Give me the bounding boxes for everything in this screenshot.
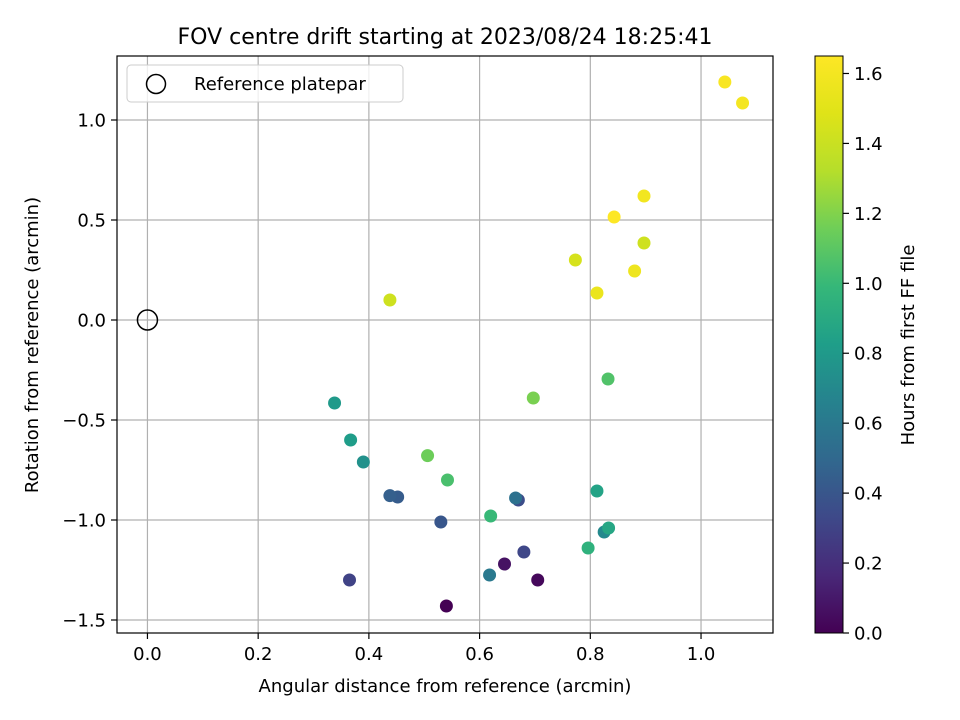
data-point xyxy=(344,433,358,447)
colorbar-tick-label: 1.4 xyxy=(854,134,883,155)
y-tick-label: 0.0 xyxy=(77,311,106,332)
plot-frame xyxy=(116,55,774,634)
x-axis-ticks: 0.0 0.2 0.4 0.6 0.8 1.0 xyxy=(133,633,715,665)
data-point xyxy=(383,489,397,503)
data-point xyxy=(498,557,512,571)
colorbar: 0.0 0.2 0.4 0.6 0.8 1.0 1.2 1.4 1.6 Hours from f… xyxy=(814,55,919,645)
colorbar-tick-label: 1.6 xyxy=(854,64,883,85)
x-axis-label: Angular distance from reference (arcmin) xyxy=(259,676,632,697)
x-tick-label: 1.0 xyxy=(687,644,716,665)
data-point xyxy=(343,573,357,587)
y-tick-label: −1.5 xyxy=(62,611,106,632)
data-point xyxy=(421,449,435,463)
data-point xyxy=(637,236,651,250)
x-tick-label: 0.6 xyxy=(465,644,494,665)
data-point xyxy=(581,541,595,555)
x-tick-label: 0.8 xyxy=(576,644,605,665)
data-point xyxy=(568,253,582,267)
data-point xyxy=(607,210,621,224)
data-point xyxy=(439,599,453,613)
colorbar-tick-label: 0.6 xyxy=(854,414,883,435)
y-tick-label: −1.0 xyxy=(62,511,106,532)
x-tick-label: 0.0 xyxy=(133,644,162,665)
data-point xyxy=(517,545,531,559)
y-tick-label: 0.5 xyxy=(77,211,106,232)
data-point xyxy=(509,491,523,505)
y-tick-label: −0.5 xyxy=(62,411,106,432)
grid-lines xyxy=(117,56,773,633)
colorbar-tick-label: 0.0 xyxy=(854,624,883,645)
data-point xyxy=(356,455,370,469)
legend-box xyxy=(126,64,404,103)
y-tick-label: 1.0 xyxy=(77,111,106,132)
data-point xyxy=(440,473,454,487)
data-point xyxy=(526,391,540,405)
legend-label-reference: Reference platepar xyxy=(194,74,366,95)
data-point xyxy=(637,189,651,203)
data-point xyxy=(484,509,498,523)
legend: Reference platepar xyxy=(126,64,404,103)
data-point xyxy=(602,521,616,535)
data-points xyxy=(136,75,750,613)
x-tick-label: 0.4 xyxy=(355,644,384,665)
data-point xyxy=(383,293,397,307)
chart-title: FOV centre drift starting at 2023/08/24 … xyxy=(178,25,713,50)
legend-marker-reference xyxy=(145,73,167,95)
y-axis-ticks: −1.5 −1.0 −0.5 0.0 0.5 1.0 xyxy=(62,111,117,632)
data-point xyxy=(590,286,604,300)
colorbar-tick-label: 1.0 xyxy=(854,274,883,295)
data-point xyxy=(434,515,448,529)
data-point xyxy=(628,264,642,278)
x-tick-label: 0.2 xyxy=(244,644,273,665)
data-point xyxy=(590,484,604,498)
colorbar-tick-label: 0.8 xyxy=(854,344,883,365)
data-point xyxy=(531,573,545,587)
colorbar-tick-label: 0.2 xyxy=(854,554,883,575)
reference-platepar-marker xyxy=(136,309,159,331)
data-point xyxy=(601,372,615,386)
colorbar-tick-label: 1.2 xyxy=(854,204,883,225)
colorbar-tick-label: 0.4 xyxy=(854,484,883,505)
data-point xyxy=(328,396,342,410)
data-point xyxy=(736,96,750,110)
y-axis-label: Rotation from reference (arcmin) xyxy=(22,197,43,493)
colorbar-gradient xyxy=(814,55,844,634)
data-point xyxy=(483,568,497,582)
colorbar-label: Hours from first FF file xyxy=(898,245,919,446)
colorbar-ticks: 0.0 0.2 0.4 0.6 0.8 1.0 1.2 1.4 1.6 xyxy=(843,64,883,645)
data-point xyxy=(718,75,732,89)
